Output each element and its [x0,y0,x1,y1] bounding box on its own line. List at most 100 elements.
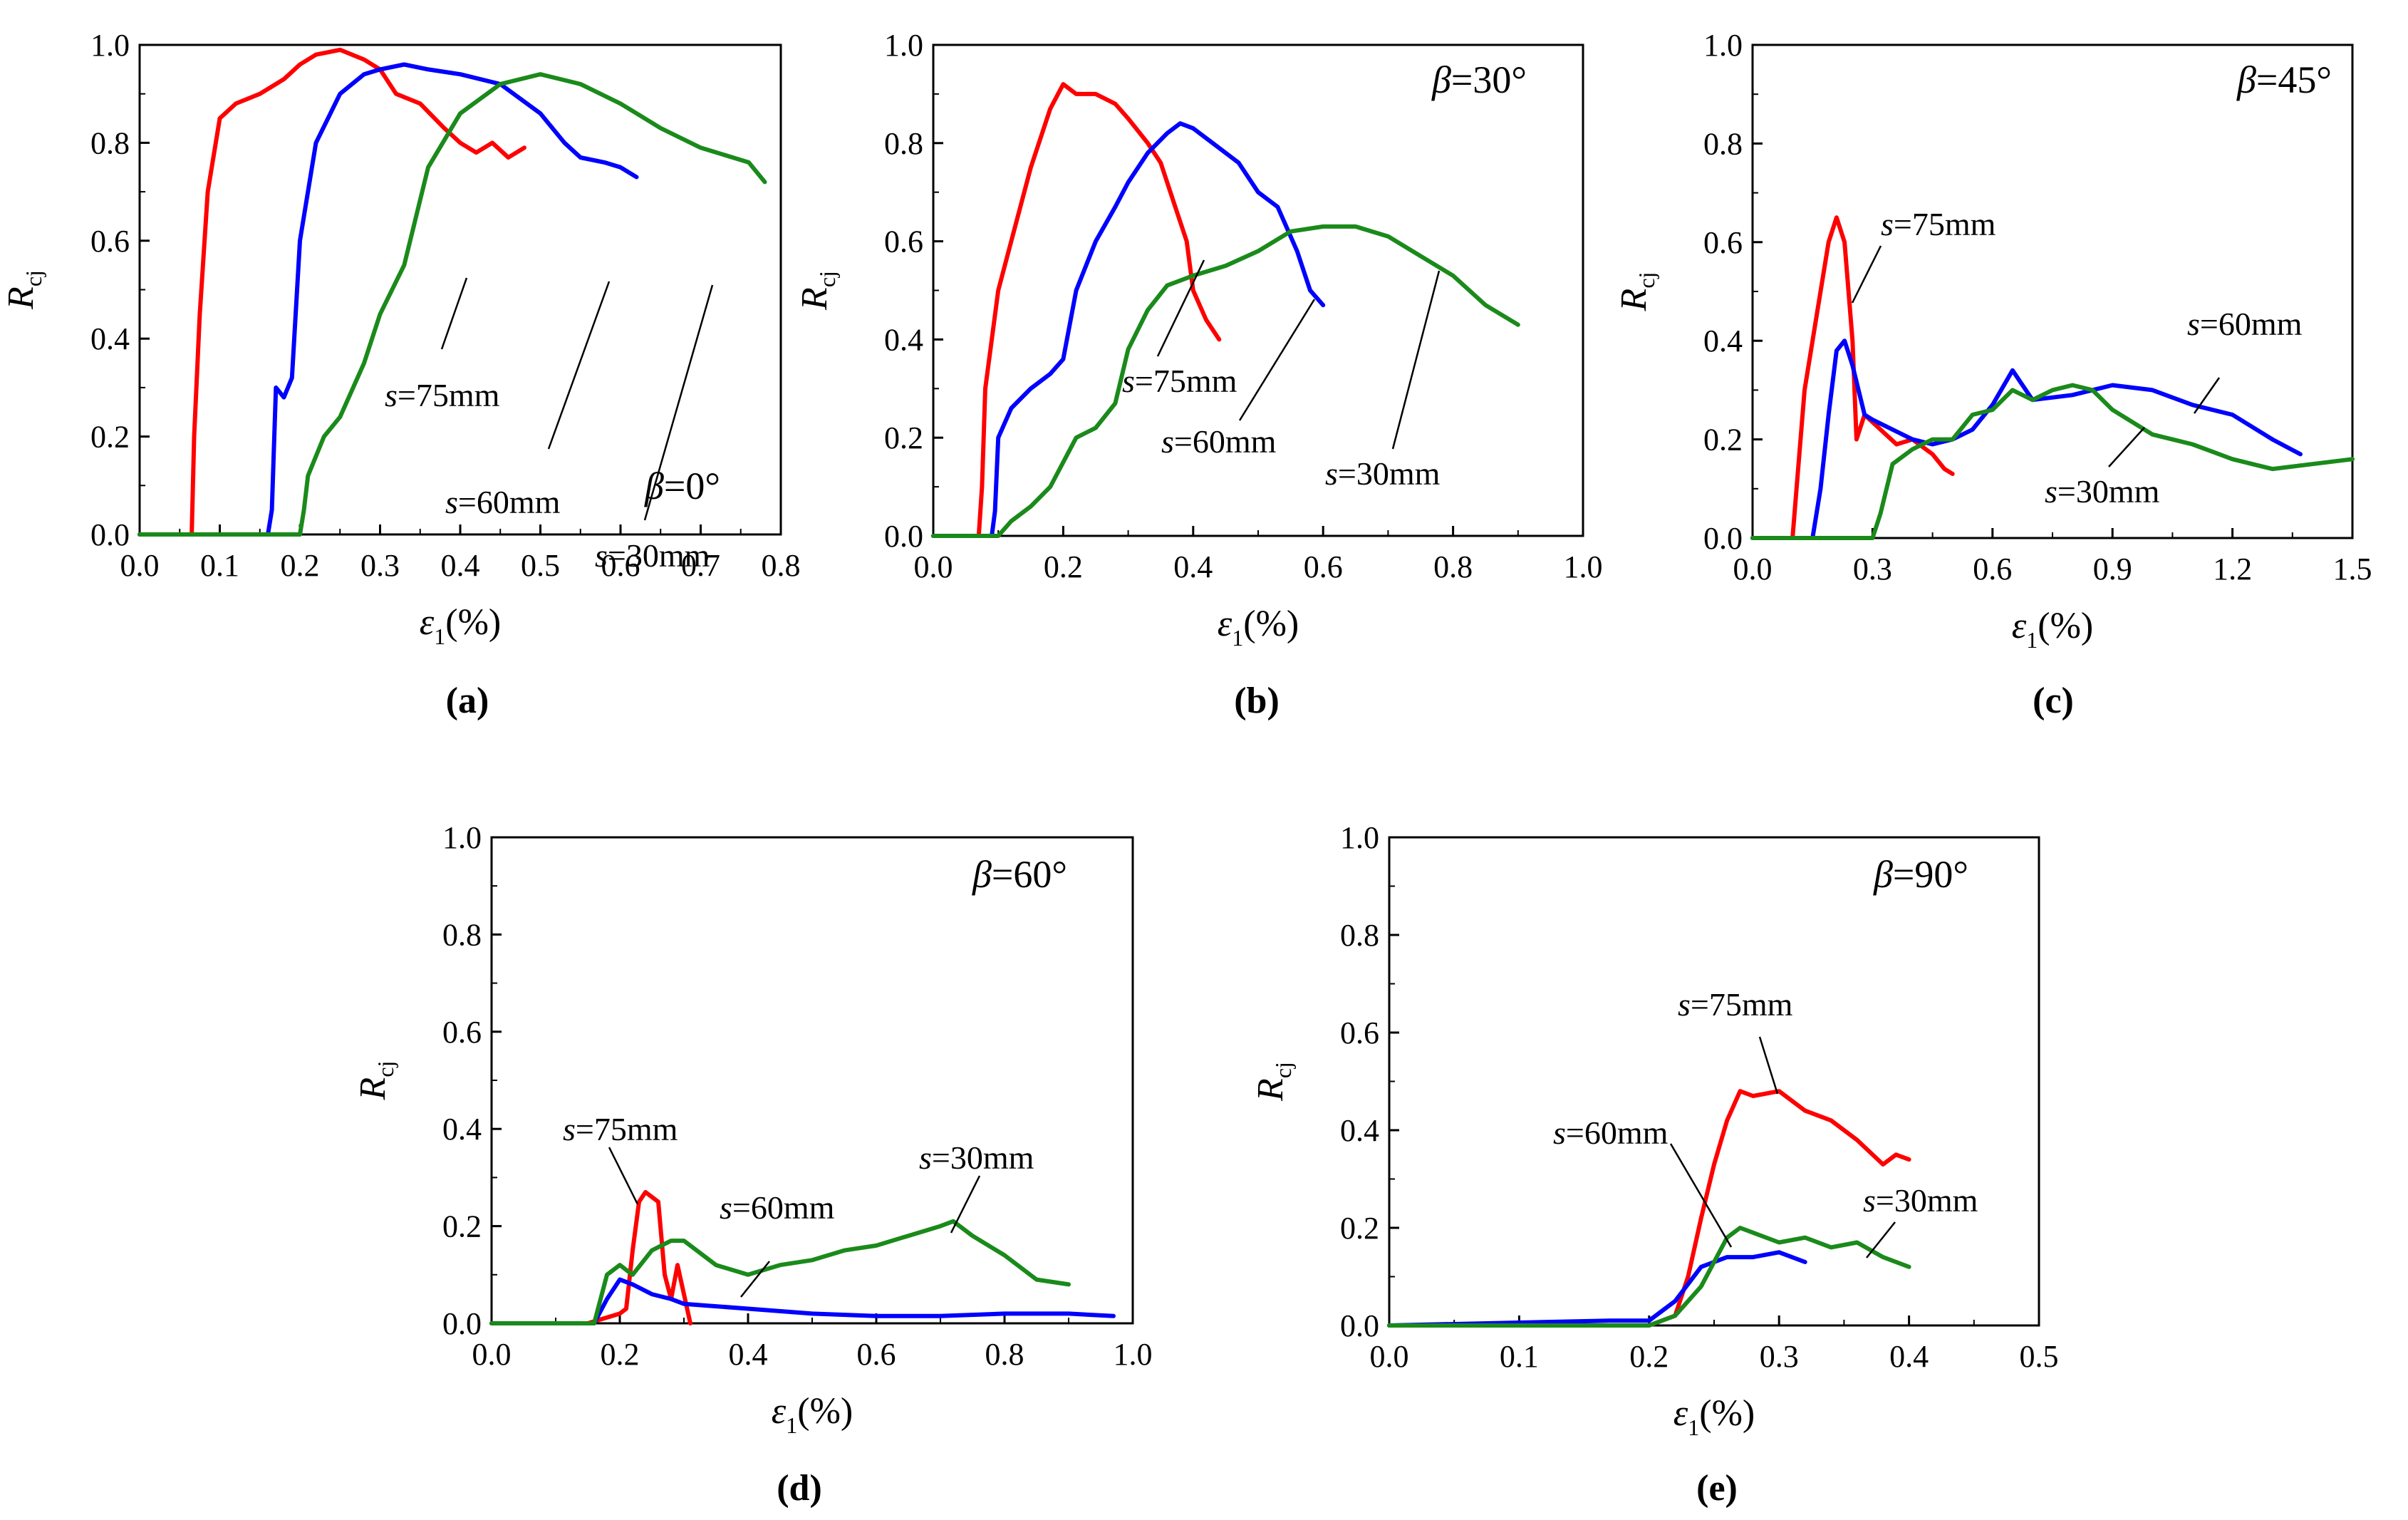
annotation-leader [740,1261,770,1298]
x-tick-label: 0.6 [1973,552,2012,586]
x-tick-label: 0.6 [601,548,640,583]
chart-panel-e: 0.0 0.1 0.2 0.3 0.4 0.5 0.0 0.2 0.4 0.6 0.8 1.0 ε1(%… [1250,820,2059,1509]
annotation-label: s=75mm [563,1111,678,1147]
annotation-leader [608,1147,639,1205]
y-tick-label: 0.0 [1340,1308,1379,1343]
series-line-30mm [137,72,767,537]
y-tick-label: 0.4 [884,322,923,357]
y-axis-title: Rcj [1,270,46,310]
annotation-label: s=75mm [385,377,500,413]
y-tick-label: 0.4 [442,1112,482,1147]
annotation-label: s=30mm [2045,473,2160,510]
y-tick-label: 0.0 [1703,521,1743,556]
annotation-leader [1391,270,1441,450]
annotation-label: s=30mm [919,1139,1034,1176]
annotation-label: s=75mm [1678,986,1793,1023]
x-tick-label: 0.6 [857,1337,896,1372]
y-tick-label: 0.4 [1703,324,1743,358]
x-tick-label: 0.4 [729,1337,768,1372]
x-tick-label: 0.5 [521,548,560,583]
y-tick-label: 0.8 [1703,126,1743,161]
y-tick-label: 0.4 [1340,1113,1379,1148]
x-axis-title: ε1(%) [1673,1393,1755,1440]
series-line-60mm [1750,338,2303,540]
plot-frame [490,836,1134,1325]
chart-panel-b: 0.0 0.2 0.4 0.6 0.8 1.0 0.0 0.2 0.4 0.6 0.8 1.0 ε1(%… [794,28,1603,721]
x-tick-label: 0.3 [360,548,400,583]
y-tick-label: 0.6 [1340,1015,1379,1050]
series-line-75mm [1750,215,1955,540]
beta-label: β=0° [644,465,720,507]
x-axis-title: ε1(%) [2012,606,2093,653]
y-axis-title: Rcj [794,271,840,311]
x-tick-label: 0.9 [2093,552,2132,586]
y-tick-label: 0.8 [884,126,923,161]
x-tick-label: 0.8 [1433,549,1473,584]
y-tick-label: 0.8 [1340,918,1379,953]
x-tick-label: 0.1 [200,548,239,583]
x-tick-label: 0.2 [1044,549,1083,584]
beta-label: β=30° [1431,58,1527,101]
plot-frame [1388,836,2040,1327]
y-axis-title: Rcj [1250,1062,1296,1102]
y-tick-label: 0.0 [90,517,130,552]
annotation-leader [2193,377,2221,414]
beta-label: β=90° [1873,853,1968,896]
panel-caption: (a) [446,681,489,721]
y-tick-label: 0.8 [442,917,482,952]
x-tick-label: 0.6 [1304,549,1343,584]
series-line-30mm [931,224,1520,538]
y-tick-label: 0.2 [884,420,923,455]
annotation-label: s=60mm [720,1189,835,1226]
beta-label: β=60° [972,853,1067,896]
annotation-leader [1238,299,1316,421]
x-tick-label: 0.5 [2020,1339,2059,1374]
y-tick-label: 1.0 [1340,820,1379,855]
x-tick-label: 0.0 [472,1337,512,1372]
annotation-label: s=60mm [1161,423,1277,460]
annotation-label: s=30mm [1325,455,1441,492]
annotation-label: s=60mm [2187,306,2303,342]
annotation-leader [2108,427,2145,467]
y-tick-label: 0.0 [884,519,923,554]
panel-caption: (e) [1696,1468,1738,1509]
series-line-60mm [489,1277,1116,1325]
chart-panel-c: 0.0 0.3 0.6 0.9 1.2 1.5 0.0 0.2 0.4 0.6 0.8 1.0 ε1(%… [1614,28,2372,721]
x-tick-label: 0.3 [1853,552,1892,586]
annotation-leader [1156,259,1205,357]
y-axis-title: Rcj [353,1061,398,1101]
y-tick-label: 0.6 [884,224,923,259]
x-tick-label: 0.8 [985,1337,1024,1372]
x-tick-label: 0.3 [1760,1339,1799,1374]
y-tick-label: 0.2 [442,1209,482,1244]
plot-frame [1751,43,2354,539]
y-tick-label: 0.8 [90,125,130,160]
x-tick-label: 0.0 [1733,552,1773,586]
annotation-label: s=60mm [1553,1115,1669,1151]
series-line-30mm [1387,1226,1911,1328]
series-line-60mm [137,62,639,537]
annotation-leader [1669,1143,1733,1248]
panel-caption: (d) [777,1468,822,1509]
series-line-60mm [931,121,1326,538]
x-tick-label: 1.5 [2333,552,2372,586]
beta-label: β=45° [2236,58,2332,101]
panel-caption: (c) [2033,681,2074,721]
y-tick-label: 0.6 [442,1015,482,1050]
chart-panel-a: 0.0 0.1 0.2 0.3 0.4 0.5 0.6 0.7 0.8 0.0 0.2 0.4 0.6 0… [1,28,801,721]
x-tick-label: 0.0 [1370,1339,1409,1374]
y-tick-label: 0.0 [442,1306,482,1341]
annotation-label: s=75mm [1881,206,1996,242]
annotation-leader [950,1175,981,1234]
annotation-leader [1851,245,1882,304]
x-tick-label: 0.0 [914,549,953,584]
annotation-leader [643,284,714,521]
x-tick-label: 0.0 [120,548,160,583]
annotation-leader [1758,1036,1779,1095]
x-tick-label: 0.4 [1173,549,1213,584]
series-line-30mm [489,1219,1071,1325]
series-line-30mm [1750,383,2355,540]
annotation-leader [440,277,468,350]
x-tick-label: 0.8 [762,548,801,583]
